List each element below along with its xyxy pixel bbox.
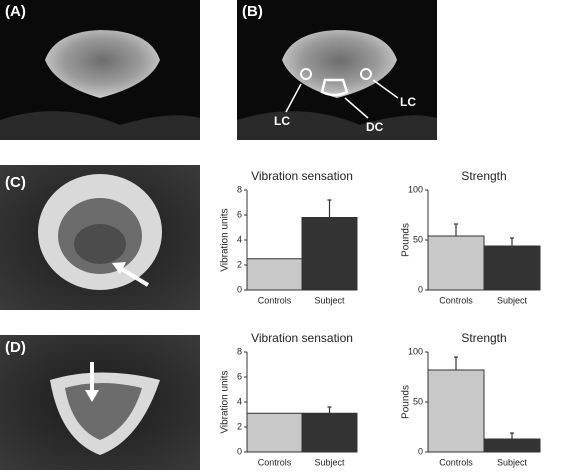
bar: [301, 412, 358, 453]
x-tick-label: Subject: [314, 457, 345, 467]
x-tick-label: Subject: [497, 295, 528, 305]
chart-title: Strength: [461, 169, 506, 183]
chart-title: Strength: [461, 331, 506, 345]
y-tick-label: 4: [237, 396, 242, 406]
y-tick-label: 2: [237, 421, 242, 431]
panel-label: (C): [5, 174, 26, 191]
x-tick-label: Subject: [314, 295, 345, 305]
chart-title: Vibration sensation: [251, 331, 353, 345]
bar: [483, 438, 541, 453]
y-tick-label: 6: [237, 209, 242, 219]
bar: [427, 235, 485, 291]
panel-label: (A): [5, 3, 26, 20]
mri-a: [0, 0, 200, 140]
mri-c: [0, 165, 200, 310]
y-tick-label: 6: [237, 371, 242, 381]
mri-d: [0, 335, 200, 470]
mri-b: [237, 0, 437, 140]
bar: [427, 369, 485, 453]
chart-title: Vibration sensation: [251, 169, 353, 183]
y-tick-label: 8: [237, 184, 242, 194]
y-axis-label: Pounds: [401, 385, 412, 419]
y-axis-label: Pounds: [401, 223, 412, 257]
annotation: LC: [400, 95, 416, 109]
annotation: DC: [366, 120, 384, 134]
bar: [246, 412, 303, 453]
y-tick-label: 8: [237, 346, 242, 356]
bar: [483, 245, 541, 291]
x-tick-label: Controls: [258, 295, 292, 305]
y-axis-label: Vibration units: [220, 208, 231, 271]
y-tick-label: 0: [418, 446, 423, 456]
panel-label: (D): [5, 339, 26, 356]
x-tick-label: Controls: [439, 457, 473, 467]
y-tick-label: 50: [413, 396, 423, 406]
panel-label: (B): [242, 3, 263, 20]
bar: [301, 217, 358, 291]
x-tick-label: Subject: [497, 457, 528, 467]
x-tick-label: Controls: [439, 295, 473, 305]
y-tick-label: 100: [408, 184, 423, 194]
y-tick-label: 0: [237, 284, 242, 294]
y-axis-label: Vibration units: [220, 370, 231, 433]
y-tick-label: 4: [237, 234, 242, 244]
y-tick-label: 100: [408, 346, 423, 356]
y-tick-label: 0: [237, 446, 242, 456]
annotation: LC: [274, 114, 290, 128]
y-tick-label: 2: [237, 259, 242, 269]
bar: [246, 258, 303, 291]
x-tick-label: Controls: [258, 457, 292, 467]
y-tick-label: 0: [418, 284, 423, 294]
y-tick-label: 50: [413, 234, 423, 244]
